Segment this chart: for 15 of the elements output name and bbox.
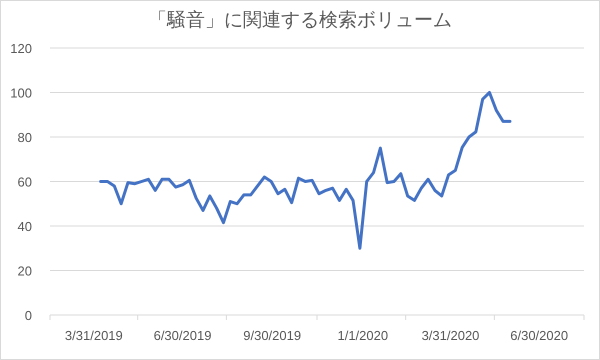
y-tick-label: 120 (10, 41, 32, 56)
y-tick-label: 0 (24, 308, 32, 323)
y-tick-label: 60 (18, 174, 32, 190)
x-tick-label: 9/30/2019 (243, 328, 302, 343)
line-series (99, 91, 512, 250)
y-tick-label: 20 (18, 264, 32, 278)
y-tick-label: 40 (18, 219, 32, 234)
y-tick-label: 80 (18, 130, 32, 145)
y-tick-label: 100 (10, 86, 32, 100)
x-tick-label: 3/31/2019 (64, 328, 123, 343)
x-tick-label: 6/30/2019 (154, 328, 212, 343)
x-tick-label: 3/31/2020 (422, 328, 480, 343)
x-tick-label: 1/1/2020 (337, 328, 388, 343)
chart-title: 「騒音」に関連する検索ボリューム (148, 9, 452, 31)
x-tick-label: 6/30/2020 (510, 328, 568, 343)
